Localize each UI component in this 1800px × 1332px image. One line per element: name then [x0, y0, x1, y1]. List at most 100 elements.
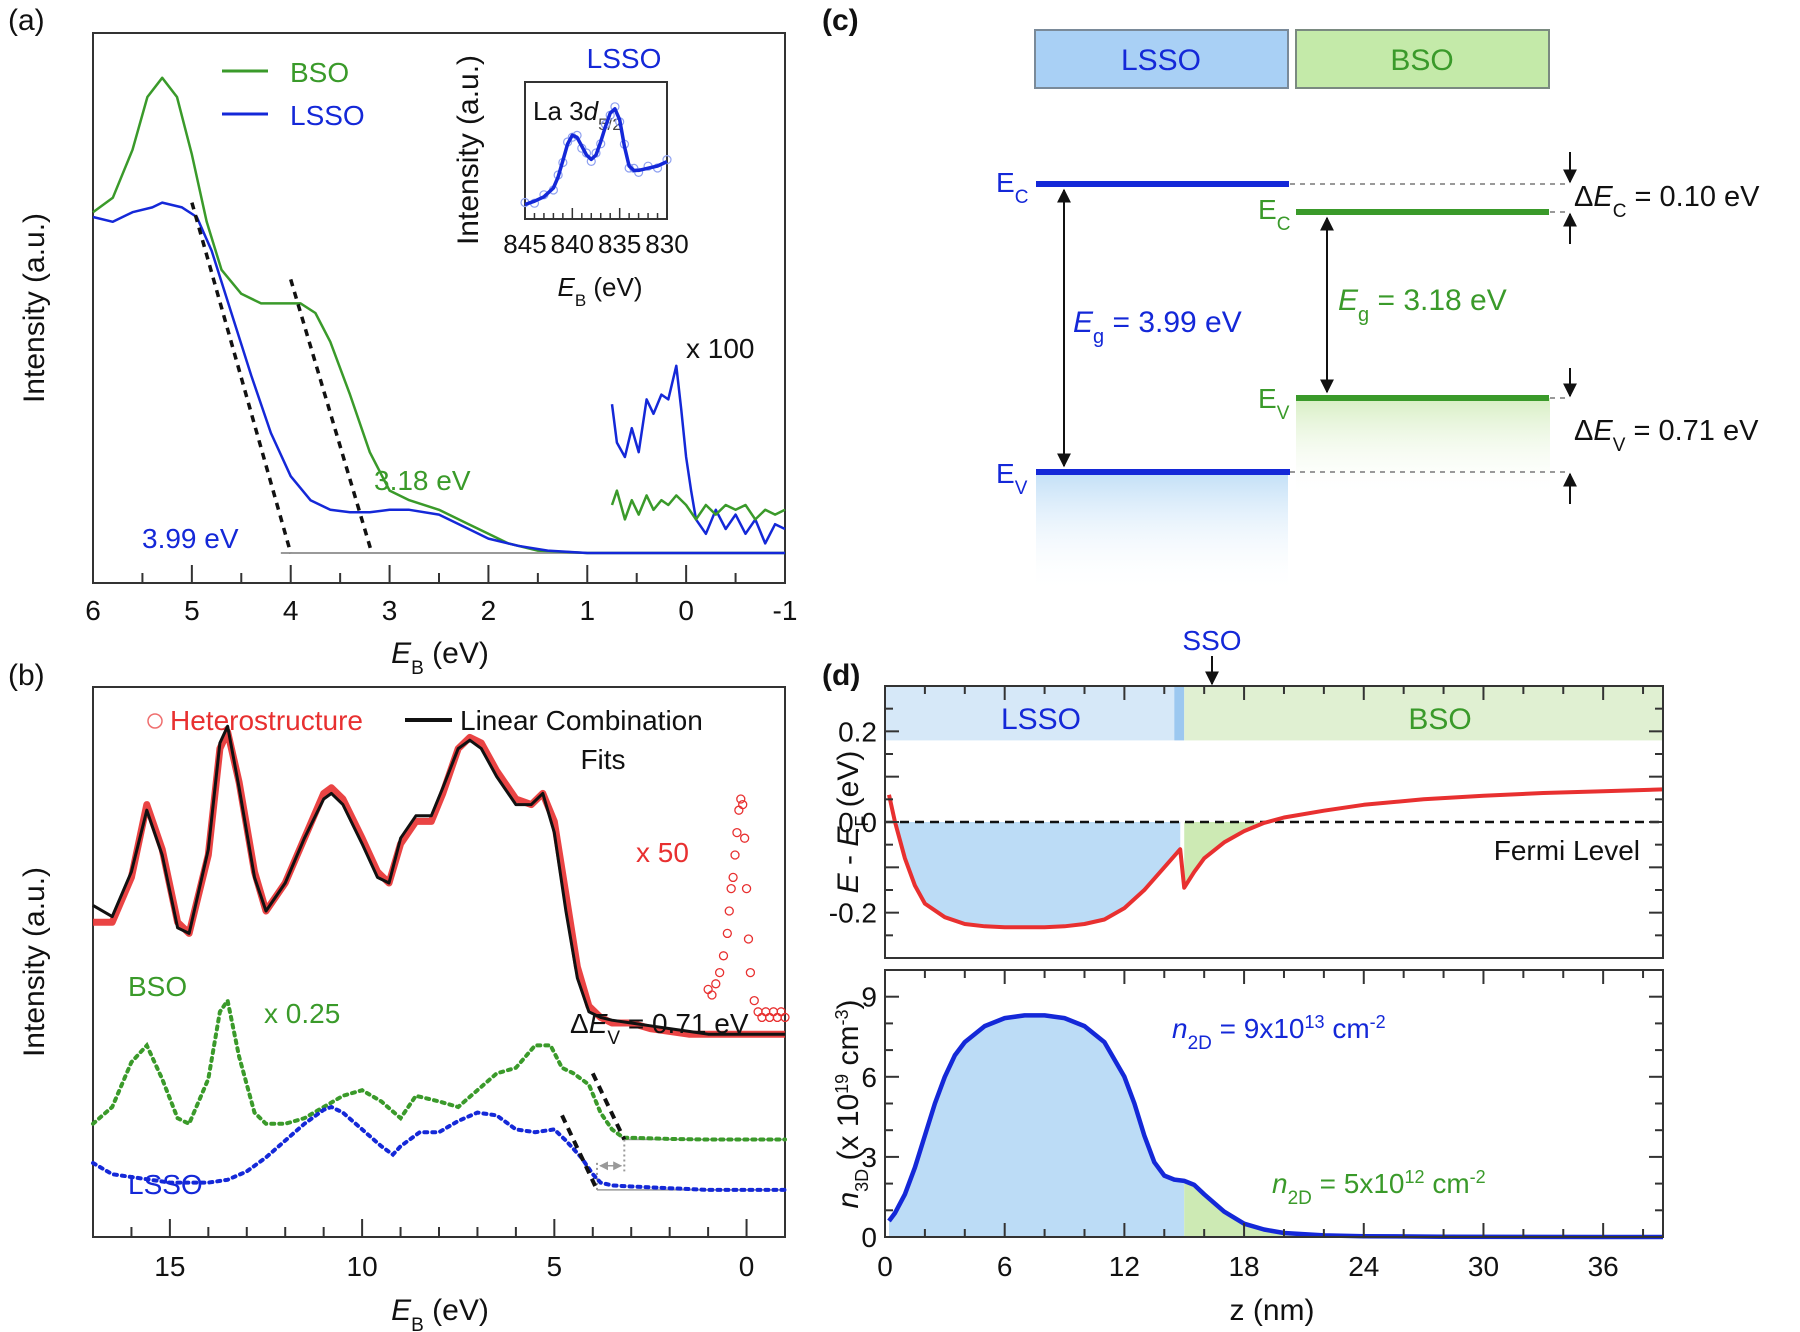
bso-ec-label: EC — [1258, 194, 1290, 235]
x50-data-point — [739, 833, 750, 843]
inset-title: LSSO — [587, 43, 662, 74]
x-tick-label: 15 — [154, 1251, 185, 1282]
panel-b-y-axis-title: Intensity (a.u.) — [18, 867, 51, 1057]
inset-fit-line — [524, 107, 668, 207]
panel-d-label: (d) — [822, 659, 860, 692]
legend-label-heterostructure: Heterostructure — [170, 705, 363, 736]
inset-data-point — [662, 155, 672, 165]
x50-data-point — [764, 1012, 775, 1023]
x-tick-label: 1 — [579, 595, 595, 626]
panel-d-bottom-y-axis-title: n3D (x 1019 cm-3) — [832, 999, 872, 1208]
panel-d-bottom-ticks — [884, 969, 1663, 1238]
annotation-lsso: LSSO — [128, 1169, 203, 1200]
series-bso-x-0-25 — [91, 995, 787, 1142]
bso-electrons-fill — [1184, 1180, 1663, 1237]
region-band-lsso — [885, 687, 1175, 741]
bso-valence-fill — [1296, 398, 1550, 498]
x50-data-point — [718, 951, 729, 961]
annotation-3.99-eV: 3.99 eV — [142, 523, 239, 554]
panel-d-bottom-x-axis-title: z (nm) — [1230, 1294, 1315, 1327]
x50-data-point — [757, 1012, 767, 1023]
panel-b-label: (b) — [8, 659, 45, 692]
layer-label-lsso: LSSO — [1121, 44, 1201, 77]
lsso-edge-fit-line — [560, 1114, 599, 1191]
region-label-sso: SSO — [1182, 625, 1241, 656]
lsso-ec-label: EC — [996, 167, 1028, 208]
inset-series — [520, 102, 672, 208]
x50-data-point — [761, 1007, 771, 1017]
annotation-x100: x 100 — [686, 333, 755, 364]
x-tick-label: 0 — [739, 1251, 755, 1282]
x-tick-label: 5 — [547, 1251, 563, 1282]
panel-b-series — [91, 724, 790, 1192]
y-tick-label: 9 — [861, 982, 877, 1013]
series-linear-combination-fits — [92, 724, 785, 1036]
x50-data-point — [772, 1012, 782, 1023]
legend-label-fit-line2: Fits — [580, 744, 625, 775]
fermi-level-label: Fermi Level — [1494, 835, 1640, 866]
panel-b-x-tick-labels: 15 10 5 0 — [154, 1251, 754, 1282]
annotation-x0.25: x 0.25 — [264, 998, 340, 1029]
x-tick-label: 30 — [1468, 1251, 1499, 1282]
n2d-lsso-annotation: n2D = 9x1013 cm-2 — [1172, 1012, 1386, 1054]
series-lsso-x100 — [610, 364, 786, 545]
bso-electron-fill — [1184, 822, 1267, 888]
lsso-electron-fill — [894, 822, 1181, 928]
panel-d-top-series — [887, 787, 1664, 930]
x50-data-point — [734, 805, 744, 815]
inset-x-tick-label: 835 — [598, 229, 641, 259]
panel-d-bottom-fills — [888, 1015, 1663, 1237]
inset-x-axis-title: EB (eV) — [557, 272, 642, 310]
x50-data-point — [780, 1012, 790, 1023]
bso-ev-label: EV — [1258, 383, 1290, 424]
n3d-profile-line — [887, 1013, 1663, 1240]
panel-a: (a) 6 5 4 3 2 1 0 -1 EB (eV) Intensity (a.u.) B… — [8, 4, 797, 679]
bso-edge-fit-line — [289, 278, 374, 554]
panel-b: (b) 15 10 5 0 EB (eV) Intensity (a.u.) Hete… — [8, 659, 790, 1332]
y-tick-label: 0.0 — [838, 807, 877, 838]
panel-b-x-ticks — [92, 1219, 786, 1237]
lsso-valence-fill — [1036, 473, 1288, 593]
panel-c-label: (c) — [822, 4, 859, 37]
legend-label-lsso: LSSO — [290, 100, 365, 131]
x50-data-point — [707, 990, 717, 1000]
inset-x-tick-label: 840 — [551, 229, 594, 259]
x-tick-label: 12 — [1109, 1251, 1140, 1282]
x50-data-point — [711, 979, 721, 989]
series-lsso — [92, 201, 785, 555]
panel-d-bottom-x-tick-labels: 0 6 12 18 24 30 36 — [877, 1251, 1619, 1282]
panel-b-frame — [92, 686, 786, 1238]
lsso-ev-label: EV — [996, 458, 1028, 499]
panel-d-bottom-series — [887, 1013, 1663, 1240]
x-tick-label: 24 — [1348, 1251, 1379, 1282]
x-tick-label: 0 — [877, 1251, 893, 1282]
x-tick-label: 6 — [997, 1251, 1013, 1282]
x-tick-label: 2 — [481, 595, 497, 626]
inset-x-ticks — [524, 208, 668, 219]
inset-data-point — [633, 167, 644, 177]
inset-x-tick-label: 845 — [503, 229, 546, 259]
x50-data-point — [749, 995, 759, 1006]
panel-a-inset: LSSO La 3d5/2 845 840 835 830 Intensity (a.… — [452, 43, 689, 310]
bso-gap-label: Eg = 3.18 eV — [1338, 284, 1507, 326]
legend-label-fit-line1: Linear Combination — [460, 705, 703, 736]
x50-data-point — [728, 872, 738, 883]
panel-b-x-axis-title: EB (eV) — [391, 1294, 489, 1332]
x50-data-point — [776, 1007, 786, 1017]
x50-data-point — [722, 928, 732, 939]
layer-box-lsso — [1034, 29, 1289, 89]
y-tick-label: 3 — [861, 1142, 877, 1173]
lsso-gap-label: Eg = 3.99 eV — [1073, 306, 1242, 348]
panel-d-top-y-axis-title: E - EF (eV) — [832, 751, 872, 894]
region-band-bso — [1184, 687, 1663, 741]
x50-data-point — [726, 883, 736, 894]
panel-a-x-axis-title: EB (eV) — [391, 637, 489, 679]
x-tick-label: 10 — [347, 1251, 378, 1282]
x-tick-label: 0 — [678, 595, 694, 626]
delta-ev-label: ΔEV = 0.71 eV — [1574, 415, 1759, 456]
panel-d-top-ticks — [884, 685, 1663, 959]
x-tick-label: 6 — [85, 595, 101, 626]
x-tick-label: 4 — [283, 595, 299, 626]
y-tick-label: 0 — [861, 1222, 877, 1253]
